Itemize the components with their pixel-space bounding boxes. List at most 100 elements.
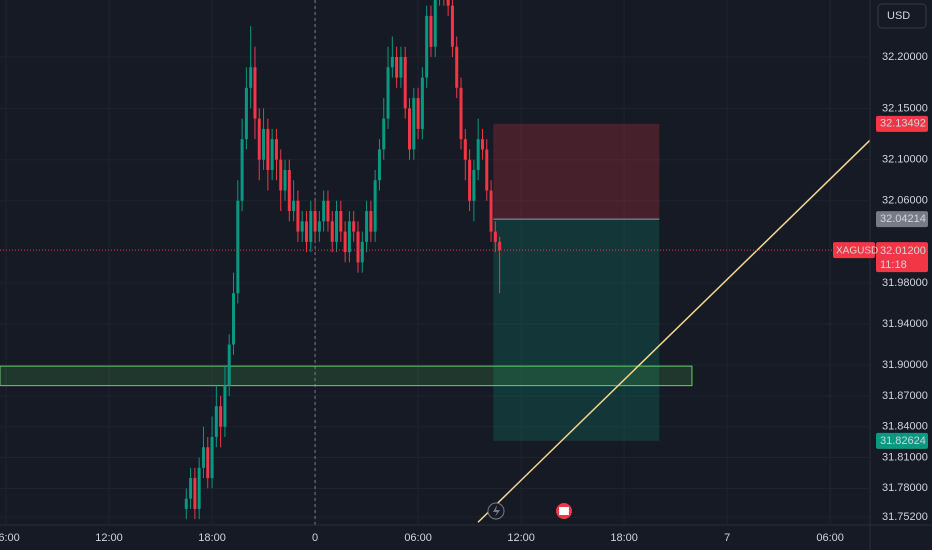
bottom-icons [487,502,572,520]
candle-body [485,149,489,191]
stop-price-label-badge [876,115,928,132]
candle-body [189,478,193,499]
candle-body [450,5,454,47]
countdown: 11:18 [880,259,907,271]
candle-body [493,231,497,242]
candle-body [270,139,274,170]
entry-price-label: 32.04214 [880,213,926,225]
candle-body [335,211,339,242]
candle-body [219,406,223,427]
candle-body [416,98,420,129]
candle-body [304,221,308,242]
y-tick-label: 32.06000 [882,195,928,207]
grid [0,0,870,525]
trend-line [477,139,871,523]
candle-body [193,478,197,509]
candle-body [214,406,218,437]
candle-body [197,467,201,509]
y-tick-label: 31.81000 [882,451,928,463]
entry-price-label-badge [876,211,928,228]
candle-body [386,67,390,119]
last-price-badge [876,242,928,273]
target-price-label-badge [876,432,928,449]
y-tick-label: 32.15000 [882,102,928,114]
candle-body [210,436,214,479]
support-zone [0,365,693,387]
candle-body [498,241,502,251]
y-tick-label: 31.84000 [882,421,928,433]
candle-body [313,211,317,232]
candle-body [300,221,304,232]
candle-body [339,211,343,232]
x-tick-label: 18:00 [198,532,226,544]
y-tick-label: 32.10000 [882,154,928,166]
x-tick-label: 12:00 [95,532,123,544]
candle-body [317,221,321,232]
y-tick-label: 31.75200 [882,511,928,523]
candle-body [347,221,351,253]
candle-body [425,15,429,78]
candle-body [412,98,416,150]
candle-body [206,447,210,479]
x-tick-label: 06:00 [0,532,20,544]
candle-body [468,159,472,201]
candle-body [343,231,347,253]
candle-body [356,231,360,263]
candle-body [287,169,291,212]
candle-body [360,241,364,263]
candle-body [369,211,373,232]
candle-body [266,128,270,170]
currency: USD [887,10,910,22]
candle-body [403,56,407,109]
y-tick-label: 31.90000 [882,359,928,371]
candle-body [184,498,188,509]
candle-body [232,293,236,345]
candle-body [459,87,463,140]
candle-body [322,200,326,222]
candle-body [292,200,296,212]
candle-body [480,139,484,150]
candle-body [249,67,253,88]
lightning-icon [493,505,500,517]
x-tick-label: 7 [724,532,730,544]
candle-body [373,180,377,232]
currency-button[interactable] [877,3,927,29]
candle-body [382,118,386,150]
candle-body [365,211,369,242]
candle-body [274,139,278,160]
candle-body [489,190,493,232]
candle-body [326,200,330,222]
y-tick-label: 32.20000 [882,51,928,63]
candle-body [227,344,231,386]
candle-body [223,385,227,427]
y-tick-label: 31.78000 [882,482,928,494]
candle-body [395,56,399,78]
symbol-label: XAGUSD [836,246,878,257]
candle-body [433,0,437,47]
target-area [493,219,660,441]
candle-body [463,139,467,160]
candle-body [283,169,287,191]
x-tick-label: 12:00 [507,532,535,544]
x-tick-label: 18:00 [610,532,638,544]
candle-body [420,77,424,129]
candle-body [330,221,334,242]
x-tick-label: 06:00 [404,532,432,544]
candle-body [390,56,394,68]
y-tick-label: 31.94000 [882,318,928,330]
candle-body [309,211,313,242]
x-tick-label: 06:00 [816,532,844,544]
candle-body [296,200,300,232]
candle-body [279,159,283,191]
candle-body [262,128,266,160]
candle-body [244,87,248,140]
symbol-badge [833,242,875,259]
flag-icon [559,507,569,515]
x-tick-label: 0 [312,532,318,544]
candle-body [476,139,480,170]
y-tick-label: 31.98000 [882,277,928,289]
candle-body [399,56,403,78]
candle-body [253,67,257,119]
